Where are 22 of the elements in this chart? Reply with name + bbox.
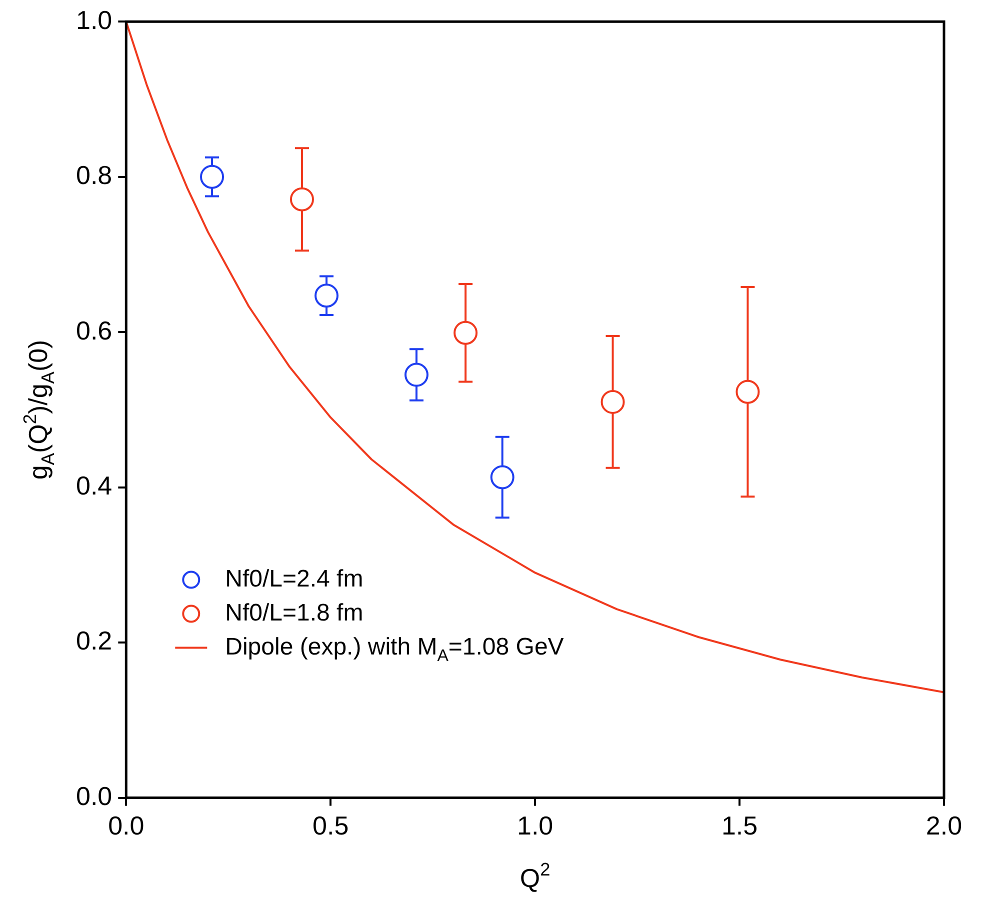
point [490,465,514,490]
point [290,187,314,212]
x-tick-label: 1.5 [721,810,758,841]
x-tick-label: 0.5 [312,810,349,841]
point [454,320,478,345]
legend-label: Nf0/L=2.4 fm [225,565,364,592]
y-tick-label: 1.0 [76,4,112,35]
point [600,390,625,414]
point [404,362,428,387]
x-tick-label: 1.0 [516,810,554,841]
y-tick-label: 0.2 [76,626,112,656]
y-tick-label: 0.4 [76,470,112,500]
x-tick-label: 0.0 [108,810,144,841]
point [200,164,224,189]
x-tick-label: 2.0 [926,810,962,841]
legend-label: Nf0/L=1.8 fm [225,599,364,626]
point [736,380,760,404]
y-tick-label: 0.6 [76,315,112,346]
y-tick-label: 0.0 [76,780,112,811]
y-axis-title: gA(Q2)/gA(0) [20,340,58,480]
point [314,284,339,308]
y-tick-label: 0.8 [76,160,112,190]
